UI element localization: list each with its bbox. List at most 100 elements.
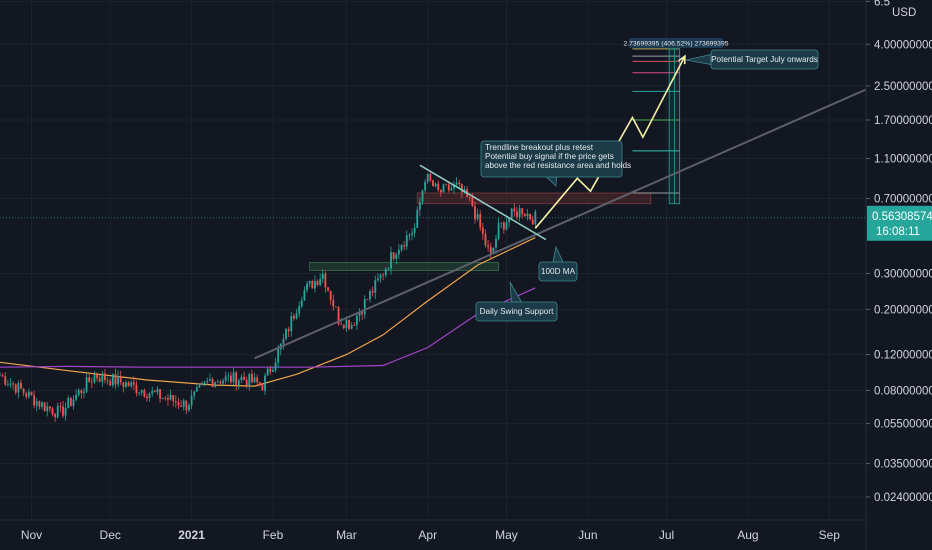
note-daily-swing-support[interactable]: Daily Swing Support <box>475 281 558 322</box>
candle <box>151 386 154 397</box>
candle-body <box>153 390 156 393</box>
candle <box>235 370 238 391</box>
note-trendline-breakout[interactable]: Trendline breakout plus retestPotential … <box>480 140 631 187</box>
candle <box>468 196 471 202</box>
measure-label-box <box>629 38 723 48</box>
support-zone <box>309 262 500 271</box>
annotations[interactable]: Trendline breakout plus retestPotential … <box>475 38 819 322</box>
candle <box>321 269 324 284</box>
candle <box>69 396 72 407</box>
candle <box>421 189 424 205</box>
note-text-line: Daily Swing Support <box>480 307 554 316</box>
candle <box>122 381 125 393</box>
candle <box>224 371 227 384</box>
candle <box>282 333 285 350</box>
candle-body <box>481 227 484 234</box>
falling-trendline[interactable] <box>419 164 547 241</box>
candle <box>88 373 91 383</box>
candle-body <box>127 382 130 387</box>
candle <box>408 232 411 241</box>
candle <box>303 286 306 301</box>
candle-body <box>67 398 70 408</box>
candle-body <box>46 406 49 411</box>
candle <box>106 376 109 385</box>
candle-body <box>274 362 277 371</box>
candle <box>237 378 240 390</box>
candle-body <box>188 405 190 411</box>
candle-body <box>4 376 7 385</box>
candle-body <box>327 287 329 291</box>
y-tick-label: 1.10000000 <box>874 154 932 166</box>
trendlines[interactable] <box>254 88 867 360</box>
candle <box>101 371 104 387</box>
y-tick-label: 1.70000000 <box>874 115 932 127</box>
candle-body <box>468 197 471 198</box>
candle <box>376 273 379 282</box>
candle-body <box>185 400 188 411</box>
candle-body <box>363 299 366 315</box>
candle-body <box>432 180 434 186</box>
candle <box>505 216 508 231</box>
candle <box>298 301 301 318</box>
candle <box>161 397 164 400</box>
candle-body <box>261 384 264 391</box>
candle <box>369 289 371 303</box>
candle-body <box>502 222 505 230</box>
candle <box>64 402 67 421</box>
candle <box>253 372 256 383</box>
candle-body <box>287 329 290 332</box>
last-price-value: 0.56308574 <box>872 211 932 223</box>
time-axis[interactable]: Nov Dec 2021 Feb Mar Apr May Jun Jul Aug Sep <box>21 528 840 542</box>
candle-body <box>195 387 198 392</box>
candle-body <box>72 399 75 406</box>
candle-body <box>290 315 293 332</box>
candle <box>313 275 316 293</box>
note-100d-ma[interactable]: 100D MA <box>538 245 578 282</box>
candle <box>382 272 385 281</box>
candle-body <box>442 184 445 193</box>
candle-body <box>484 233 487 246</box>
candle <box>400 243 403 252</box>
candle-body <box>235 372 238 386</box>
x-tick-label: Aug <box>737 528 758 542</box>
candle-body <box>521 208 524 215</box>
candle <box>30 391 33 396</box>
candle <box>489 242 492 260</box>
candle-body <box>272 370 274 372</box>
candle-body <box>114 374 117 385</box>
candle <box>353 322 356 326</box>
candle-body <box>487 245 490 248</box>
candle <box>348 319 350 331</box>
candle-body <box>75 394 78 400</box>
candle <box>153 390 156 393</box>
rising-trendline[interactable] <box>254 88 867 360</box>
candle <box>251 369 253 384</box>
candle-body <box>316 280 319 286</box>
candle-body <box>437 183 440 190</box>
candle-body <box>182 400 185 407</box>
candle <box>384 267 387 278</box>
candle-body <box>245 379 248 386</box>
candle <box>300 296 303 309</box>
candle <box>487 240 490 252</box>
candle <box>117 370 120 388</box>
candle-body <box>240 376 243 381</box>
candle-body <box>248 374 251 386</box>
note-potential-target[interactable]: Potential Target July onwards <box>685 49 819 70</box>
candle-body <box>106 380 109 381</box>
candle-body <box>460 184 463 193</box>
candle-body <box>161 397 164 399</box>
candle-body <box>303 290 306 301</box>
candle <box>146 393 148 402</box>
candle-body <box>298 306 301 314</box>
candle <box>450 185 453 191</box>
candle-body <box>489 247 492 254</box>
candle-body <box>392 252 395 259</box>
candle-body <box>516 211 518 218</box>
candle <box>327 286 329 292</box>
note-box <box>538 261 578 282</box>
candle <box>98 374 101 383</box>
